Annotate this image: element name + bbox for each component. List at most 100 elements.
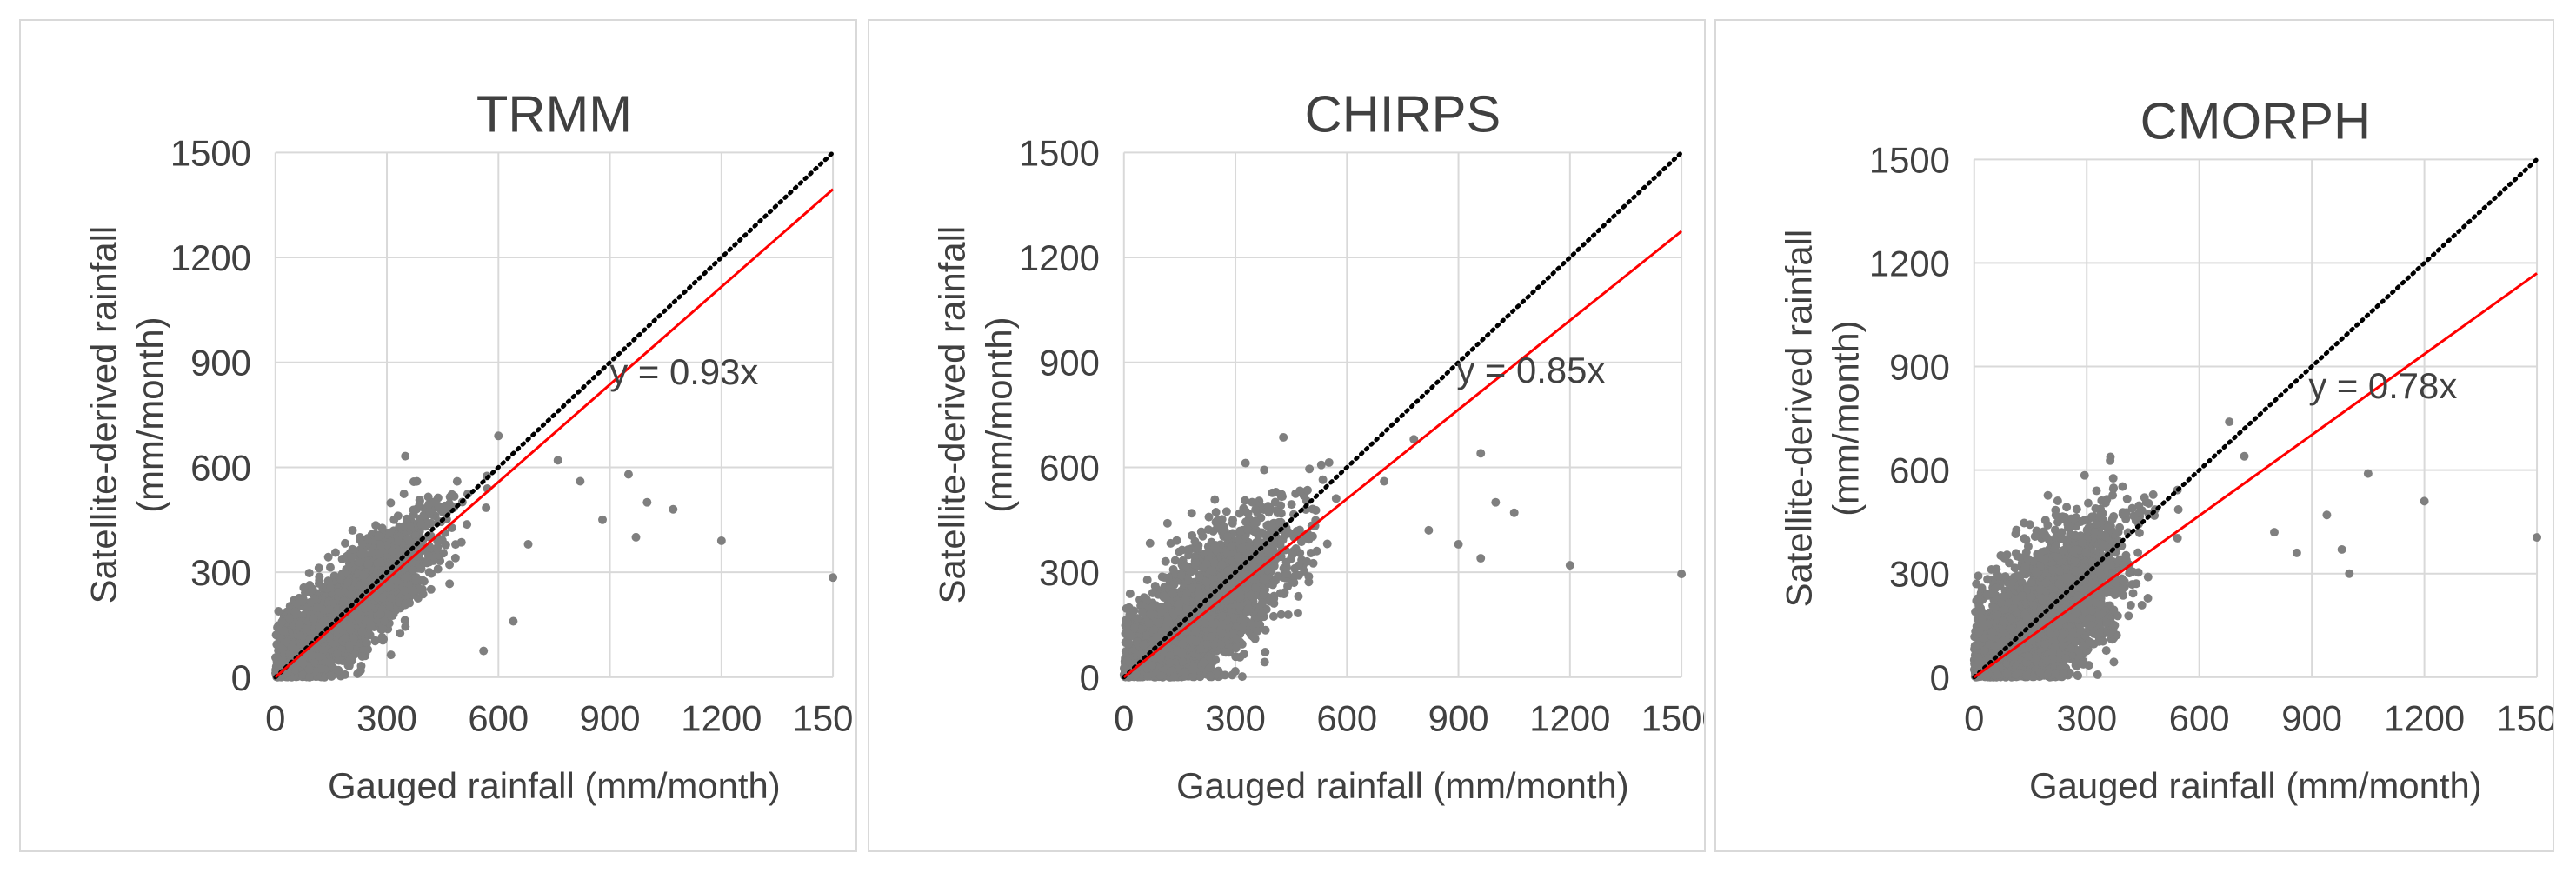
- scatter-point: [275, 625, 283, 635]
- scatter-point: [277, 617, 287, 626]
- chart-title: TRMM: [476, 84, 632, 143]
- scatter-point: [576, 476, 585, 486]
- scatter-point: [1268, 488, 1277, 497]
- scatter-point: [389, 515, 399, 524]
- scatter-point: [442, 515, 451, 524]
- scatter-point: [445, 560, 455, 570]
- scatter-point: [1254, 531, 1263, 541]
- scatter-point: [396, 629, 405, 638]
- scatter-point: [334, 588, 343, 597]
- scatter-point: [450, 553, 460, 563]
- scatter-point: [1268, 580, 1277, 590]
- scatter-point: [366, 622, 376, 631]
- scatter-point: [389, 575, 399, 584]
- scatter-point: [1256, 609, 1266, 617]
- scatter-point: [553, 456, 562, 465]
- scatter-point: [312, 603, 322, 612]
- grid: [274, 151, 835, 678]
- scatter-point: [1324, 457, 1334, 467]
- scatter-point: [433, 564, 443, 574]
- scatter-point: [1241, 517, 1251, 527]
- scatter-point: [386, 498, 396, 508]
- scatter-point: [372, 568, 382, 577]
- scatter-point: [376, 548, 385, 557]
- scatter-point: [1308, 504, 1317, 514]
- scatter-point: [523, 539, 533, 549]
- scatter-point: [1294, 608, 1302, 617]
- scatter-point: [355, 557, 364, 567]
- scatter-point: [1210, 542, 1220, 551]
- scatter-point: [669, 504, 678, 514]
- grid: [1122, 151, 1683, 678]
- y-tick-label: 300: [190, 552, 251, 593]
- scatter-point: [357, 627, 367, 636]
- scatter-point: [1203, 548, 1213, 557]
- scatter-point: [370, 636, 380, 646]
- scatter-point: [383, 541, 392, 550]
- scatter-point: [356, 666, 365, 676]
- scatter-point: [1148, 603, 1157, 612]
- scatter-point: [411, 576, 421, 585]
- scatter-point: [1294, 591, 1303, 601]
- scatter-point: [341, 634, 350, 643]
- scatter-point: [1221, 670, 1230, 680]
- scatter-point: [376, 541, 385, 550]
- scatter-point: [398, 522, 408, 531]
- scatter-point: [1331, 494, 1341, 503]
- scatter-point: [346, 621, 356, 630]
- scatter-point: [394, 536, 403, 546]
- scatter-point: [1268, 521, 1277, 530]
- scatter-point: [1312, 546, 1321, 556]
- scatter-point: [387, 593, 396, 603]
- scatter-point: [423, 492, 433, 502]
- scatter-point: [1260, 657, 1269, 667]
- one-to-one-line: [273, 150, 835, 680]
- scatter-point: [1260, 465, 1269, 475]
- scatter-point: [403, 534, 413, 543]
- scatter-point: [423, 551, 433, 561]
- scatter-point: [1195, 573, 1205, 583]
- scatter-point: [354, 614, 363, 623]
- scatter-point: [410, 530, 420, 540]
- x-axis-label: Gauged rainfall (mm/month): [328, 765, 781, 806]
- scatter-point: [344, 641, 354, 650]
- scatter-point: [304, 569, 314, 578]
- scatter-point: [1203, 525, 1213, 535]
- scatter-point: [425, 507, 435, 516]
- scatter-point: [298, 658, 308, 668]
- scatter-point: [325, 563, 335, 572]
- scatter-point: [376, 557, 385, 567]
- scatter-point: [287, 643, 296, 652]
- scatter-point: [1177, 570, 1186, 580]
- x-tick-label: 1200: [681, 698, 762, 739]
- scatter-point: [642, 497, 652, 507]
- scatter-point: [443, 503, 452, 513]
- scatter-point: [377, 523, 387, 533]
- scatter-point: [399, 490, 409, 498]
- y-tick-label: 900: [190, 343, 251, 383]
- scatter-point: [356, 550, 366, 559]
- scatter-point: [400, 616, 409, 625]
- fit-equation: y = 0.93x: [609, 351, 758, 392]
- scatter-point: [716, 536, 726, 545]
- scatter-point: [405, 522, 415, 531]
- scatter-point: [451, 540, 460, 550]
- scatter-point: [388, 611, 397, 621]
- scatter-point: [1121, 647, 1130, 656]
- scatter-point: [367, 548, 376, 557]
- scatter-point: [380, 616, 389, 626]
- scatter-point: [385, 582, 395, 591]
- scatter-point: [1175, 547, 1184, 556]
- scatter-point: [326, 583, 335, 592]
- scatter-point: [371, 521, 381, 530]
- scatter-point: [1211, 508, 1221, 516]
- scatter-point: [1145, 538, 1155, 548]
- scatter-point: [409, 566, 418, 575]
- scatter-point: [327, 671, 336, 681]
- scatter-point: [346, 590, 356, 599]
- scatter-point: [315, 576, 324, 585]
- scatter-point: [333, 649, 343, 658]
- scatter-point: [316, 663, 326, 673]
- scatter-point: [272, 660, 282, 670]
